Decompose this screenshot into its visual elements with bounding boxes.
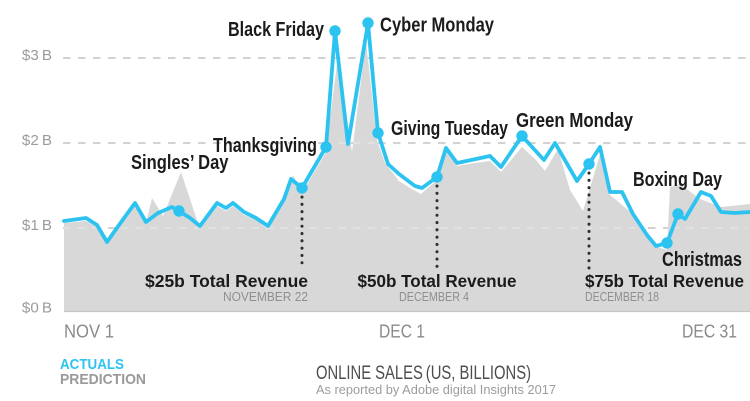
svg-text:Giving Tuesday: Giving Tuesday	[391, 118, 509, 140]
svg-text:$25b Total Revenue: $25b Total Revenue	[145, 271, 308, 291]
svg-text:Boxing Day: Boxing Day	[633, 169, 723, 191]
svg-text:$3 B: $3 B	[22, 47, 52, 64]
svg-text:Green Monday: Green Monday	[516, 110, 634, 132]
svg-text:$0 B: $0 B	[22, 300, 52, 317]
svg-text:DECEMBER 4: DECEMBER 4	[399, 290, 469, 304]
svg-text:DECEMBER 18: DECEMBER 18	[585, 290, 659, 304]
svg-text:ACTUALS: ACTUALS	[60, 357, 124, 373]
svg-text:As reported by Adobe digital I: As reported by Adobe digital Insights 20…	[316, 383, 556, 397]
svg-text:$50b Total Revenue: $50b Total Revenue	[358, 271, 517, 291]
svg-text:PREDICTION: PREDICTION	[60, 371, 146, 388]
svg-text:Thanksgiving: Thanksgiving	[213, 135, 317, 157]
svg-text:$2 B: $2 B	[22, 132, 52, 149]
svg-text:DEC 31: DEC 31	[682, 321, 737, 342]
svg-text:$75b Total Revenue: $75b Total Revenue	[585, 271, 744, 291]
svg-text:Cyber Monday: Cyber Monday	[380, 15, 495, 37]
svg-text:DEC 1: DEC 1	[379, 321, 425, 342]
svg-text:ONLINE SALES (US, BILLIONS): ONLINE SALES (US, BILLIONS)	[316, 362, 531, 384]
svg-text:Black Friday: Black Friday	[228, 19, 325, 41]
svg-text:NOV 1: NOV 1	[64, 321, 114, 342]
svg-text:$1 B: $1 B	[22, 217, 52, 234]
svg-text:NOVEMBER 22: NOVEMBER 22	[223, 290, 308, 304]
svg-text:Singles’ Day: Singles’ Day	[131, 152, 229, 174]
svg-text:Christmas: Christmas	[662, 249, 742, 271]
